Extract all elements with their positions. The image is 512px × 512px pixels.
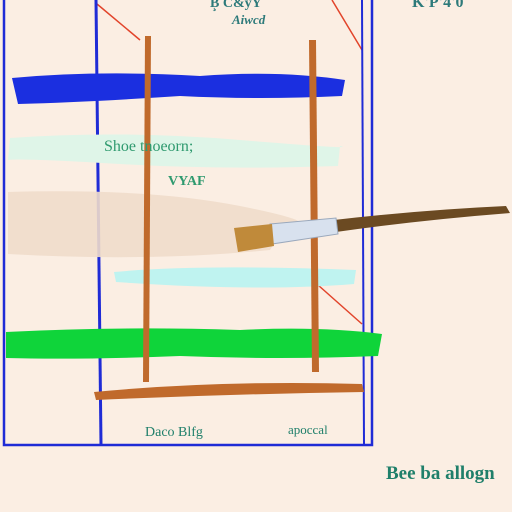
green-stroke xyxy=(6,328,382,359)
paintbrush-icon xyxy=(234,206,510,252)
label-bottom-left: Daco Blfg xyxy=(145,425,203,440)
caption-text: Bee ba allogn xyxy=(386,463,495,484)
left-post xyxy=(143,36,151,382)
mint-stroke xyxy=(8,134,343,168)
label-top-right: K'P'4'0̇̃ xyxy=(412,0,464,11)
cyan-stroke xyxy=(114,267,356,288)
tan-stroke xyxy=(8,191,300,258)
base-beam xyxy=(94,383,364,400)
label-bottom-right: apoccal xyxy=(288,422,328,437)
label-middle: Shoe tnoeorn; xyxy=(104,138,194,155)
rope-line-top-left xyxy=(96,3,141,41)
rope-line-top-right xyxy=(331,0,363,51)
label-top-center: B̧ C&yY xyxy=(210,0,262,11)
label-middle-sub: VYAF xyxy=(168,174,206,189)
label-top-center-sub: Aiwcd xyxy=(232,12,266,27)
blue-stroke xyxy=(12,73,345,104)
rope-line-lower-right xyxy=(317,284,363,325)
right-post xyxy=(309,40,319,372)
